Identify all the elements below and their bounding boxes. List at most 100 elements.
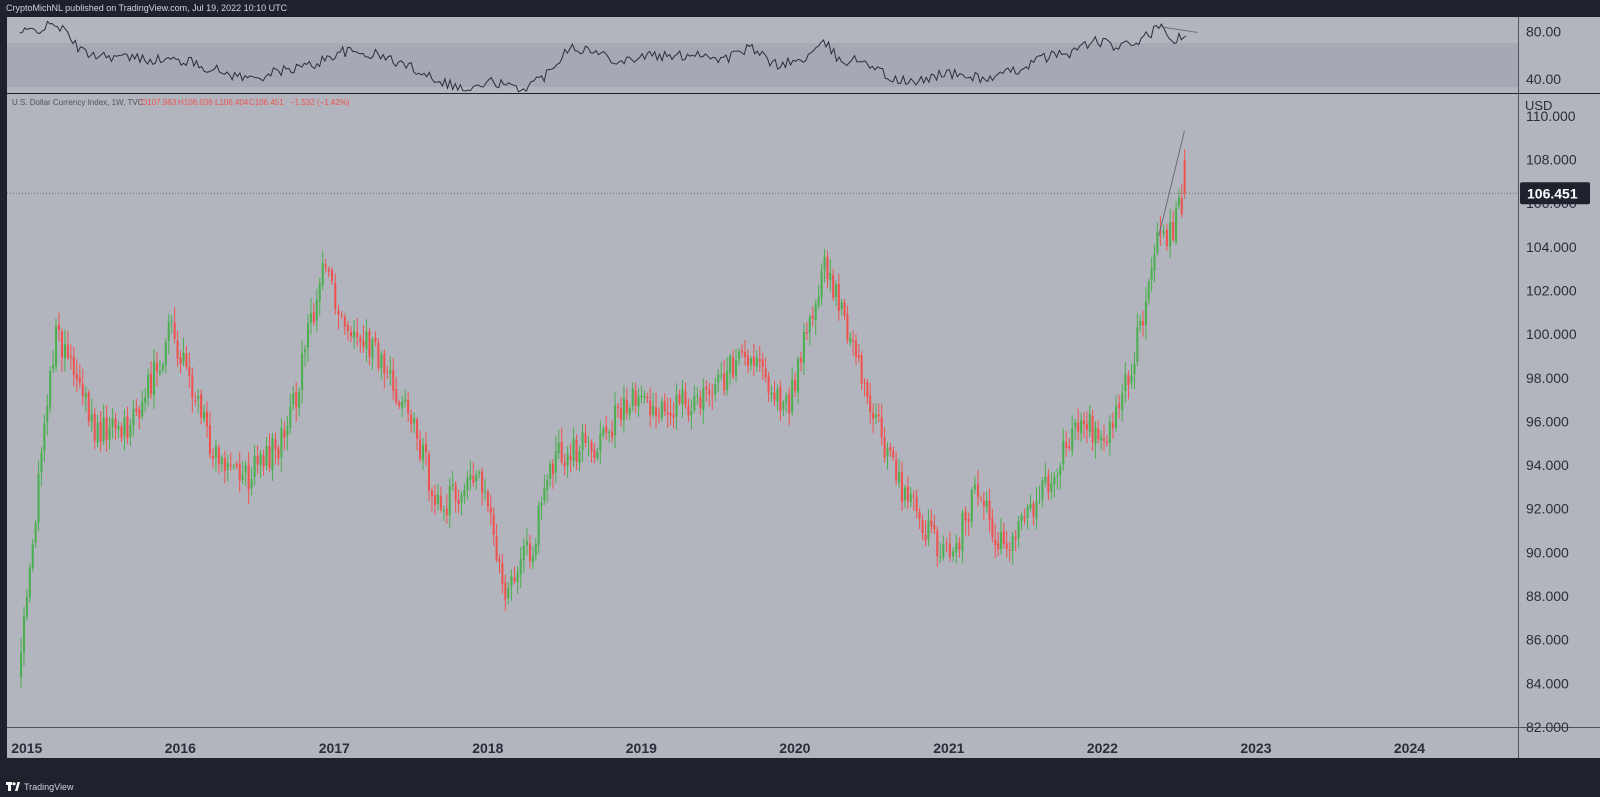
candle-body: [964, 511, 967, 521]
candle-body: [1177, 197, 1180, 206]
legend-low: L106.404: [215, 98, 249, 107]
candle-body: [238, 464, 241, 481]
candle-body: [900, 472, 904, 502]
candle-body: [436, 494, 439, 504]
price-axis-tick: 100.000: [1526, 326, 1577, 342]
candle-body: [952, 551, 955, 557]
candle-body: [495, 536, 498, 560]
candle-body: [738, 351, 741, 359]
candle-body: [1056, 475, 1059, 477]
candle-body: [454, 484, 457, 501]
candle-body: [880, 417, 883, 438]
candle-body: [614, 405, 617, 435]
candle-body: [244, 465, 247, 473]
candle-body: [631, 388, 634, 407]
candle-body: [1156, 232, 1159, 253]
candle-body: [324, 264, 327, 268]
candle-body: [516, 573, 519, 582]
candle-body: [1011, 535, 1014, 551]
candle-body: [52, 364, 55, 369]
time-axis-tick: 2024: [1394, 740, 1425, 756]
candle-body: [176, 340, 179, 359]
candle-body: [99, 421, 102, 442]
candle-body: [114, 418, 117, 429]
candle-body: [164, 342, 167, 366]
price-scale-background: [1519, 17, 1600, 758]
candle-body: [808, 316, 811, 333]
candle-body: [1071, 428, 1074, 451]
candle-body: [622, 398, 625, 421]
candle-body: [702, 388, 705, 411]
candle-body: [936, 530, 939, 557]
candle-body: [625, 399, 628, 414]
legend-high: H108.036: [178, 98, 213, 107]
candle-body: [356, 331, 359, 338]
time-scale-background: [7, 728, 1518, 758]
candle-body: [96, 422, 99, 443]
candle-body: [229, 465, 232, 467]
candle-body: [451, 483, 454, 486]
price-axis-tick: 94.000: [1526, 457, 1569, 473]
price-axis-tick: 90.000: [1526, 544, 1569, 560]
candle-body: [1108, 421, 1111, 443]
candle-body: [445, 508, 448, 516]
candle-body: [874, 414, 877, 418]
candle-body: [802, 332, 805, 363]
tradingview-logo-icon: [6, 782, 20, 791]
candle-body: [1130, 375, 1133, 383]
candle-body: [501, 563, 504, 585]
candle-body: [776, 389, 779, 402]
candle-body: [371, 339, 374, 358]
time-axis-tick: 2021: [933, 740, 964, 756]
candle-body: [843, 302, 846, 316]
candle-body: [740, 350, 744, 353]
tradingview-logo[interactable]: TradingView: [6, 781, 74, 792]
candle-body: [43, 423, 46, 452]
candle-body: [259, 453, 262, 466]
candle-body: [232, 466, 235, 468]
candle-body: [383, 353, 386, 374]
candle-body: [898, 472, 901, 483]
price-axis-tick: 92.000: [1526, 501, 1569, 517]
candle-body: [318, 283, 321, 302]
candle-body: [129, 425, 132, 437]
candle-body: [895, 459, 898, 481]
candle-body: [619, 407, 622, 421]
candle-body: [563, 462, 566, 467]
candle-body: [575, 439, 578, 462]
candle-body: [309, 312, 312, 323]
candle-body: [1159, 230, 1162, 234]
candle-body: [869, 396, 872, 413]
candle-body: [250, 479, 253, 489]
candle-body: [108, 426, 111, 440]
candle-body: [711, 394, 714, 396]
candle-body: [1059, 466, 1062, 476]
price-axis-tick: 86.000: [1526, 632, 1569, 648]
candle-body: [860, 355, 863, 384]
candle-body: [498, 559, 501, 562]
candle-body: [346, 324, 349, 331]
candle-body: [834, 284, 838, 298]
candle-body: [1038, 500, 1041, 502]
candle-body: [560, 441, 563, 463]
chart-canvas[interactable]: 82.000 84.000 86.000 88.000 90.000 92.000 94.0…: [0, 17, 1600, 776]
candle-body: [289, 406, 292, 428]
candle-body: [690, 411, 693, 416]
candle-body: [208, 425, 211, 455]
candle-body: [528, 543, 532, 562]
candle-body: [746, 355, 750, 367]
candle-body: [247, 464, 250, 490]
candle-body: [155, 363, 158, 372]
candle-body: [126, 416, 129, 439]
candle-body: [1041, 480, 1044, 499]
candle-body: [1165, 229, 1168, 247]
candle-body: [368, 331, 371, 357]
candle-body: [732, 357, 735, 378]
candle-body: [1047, 476, 1050, 492]
candle-body: [1014, 537, 1017, 540]
candle-body: [720, 375, 723, 377]
rsi-axis-tick: 40.00: [1526, 71, 1561, 87]
candle-body: [217, 447, 220, 465]
legend-close: C106.451: [249, 98, 284, 107]
candle-body: [726, 370, 729, 391]
